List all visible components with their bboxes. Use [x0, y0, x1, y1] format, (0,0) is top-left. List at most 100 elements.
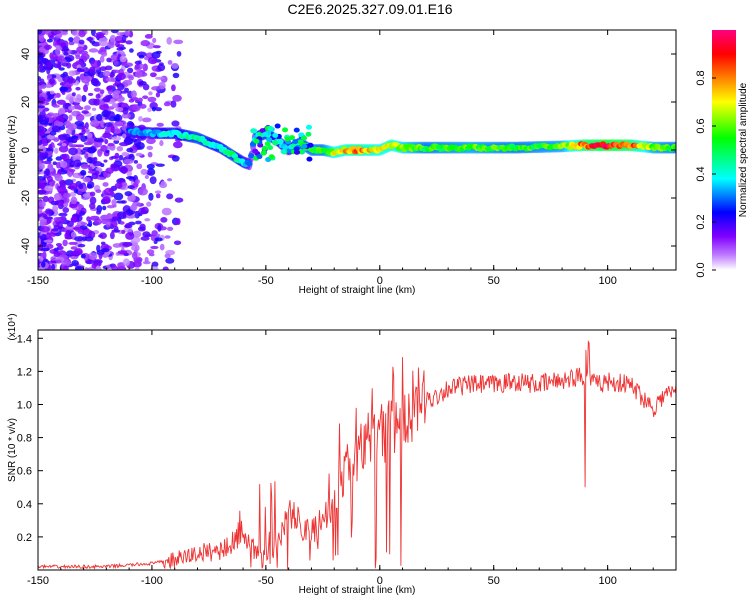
heatmap-cell: [122, 241, 133, 247]
heatmap-cell: [96, 113, 103, 122]
heatmap-cell: [92, 160, 103, 167]
heatmap-cell: [113, 128, 122, 134]
heatmap-cell: [124, 191, 133, 197]
heatmap-cell: [131, 104, 141, 111]
heatmap-cell: [305, 131, 312, 137]
heatmap-cell: [39, 78, 45, 86]
heatmap-cell: [132, 230, 142, 238]
heatmap-cell: [60, 160, 68, 169]
heatmap-cell: [127, 185, 135, 190]
heatmap-cell: [68, 241, 78, 245]
colorbar-tick-label: 0.2: [695, 214, 707, 229]
heatmap-cell: [71, 30, 78, 36]
heatmap-cell: [140, 40, 151, 47]
y-tick-label: 0.4: [17, 499, 32, 511]
heatmap-cell: [116, 32, 125, 36]
heatmap-cell: [52, 205, 59, 213]
heatmap-cell: [289, 135, 296, 141]
heatmap-cell: [79, 210, 86, 216]
heatmap-cell: [45, 216, 54, 220]
heatmap-cell: [38, 85, 43, 90]
heatmap-cell: [45, 84, 52, 89]
snr-x-ticks: -150 -100 -50 0 50 100: [27, 330, 677, 587]
heatmap-cell: [160, 181, 167, 188]
heatmap-cell: [151, 51, 161, 59]
heatmap-cell: [127, 67, 134, 74]
heatmap-cell: [672, 145, 676, 151]
heatmap-cell: [53, 217, 62, 222]
heatmap-cell: [106, 57, 112, 63]
heatmap-cell: [55, 259, 62, 264]
heatmap-cell: [43, 30, 52, 35]
heatmap-cell: [106, 85, 113, 91]
heatmap-cell: [253, 138, 260, 144]
heatmap-cell: [114, 152, 120, 159]
heatmap-cell: [45, 44, 51, 51]
heatmap-cell: [53, 174, 60, 178]
heatmap-cell: [75, 60, 84, 66]
heatmap-cell: [251, 128, 258, 134]
heatmap-cell: [125, 176, 135, 180]
heatmap-cell: [58, 134, 68, 141]
heatmap-cell: [91, 172, 99, 180]
heatmap-cell: [119, 55, 127, 63]
heatmap-cell: [119, 221, 125, 225]
heatmap-cell: [49, 90, 55, 95]
heatmap-cell: [163, 101, 171, 107]
heatmap-cell: [59, 180, 67, 188]
snr-x-label: Height of straight line (km): [299, 585, 416, 596]
heatmap-cell: [46, 243, 54, 249]
heatmap-cell: [173, 141, 183, 149]
heatmap-cell: [139, 223, 146, 231]
heatmap-cell: [50, 256, 57, 261]
heatmap-cell: [51, 125, 61, 133]
figure-title: C2E6.2025.327.09.01.E16: [287, 1, 452, 17]
heatmap-cell: [144, 174, 150, 180]
y-tick-label: 0.6: [17, 466, 32, 478]
heatmap-cell: [46, 67, 51, 75]
heatmap-cell: [38, 171, 41, 175]
heatmap-cell: [69, 203, 78, 209]
heatmap-cell: [51, 263, 56, 270]
heatmap-cell: [38, 189, 46, 195]
heatmap-cell: [134, 60, 142, 65]
heatmap-cell: [119, 166, 129, 174]
heatmap-cell: [160, 217, 168, 223]
heatmap-cell: [70, 196, 78, 205]
heatmap-cell: [78, 30, 86, 38]
heatmap-cell: [111, 103, 119, 109]
heatmap-cell: [157, 224, 162, 232]
heatmap-cell: [38, 107, 43, 113]
heatmap-cell: [86, 37, 94, 42]
spectrogram-panel: -150 -100 -50 0 50 100 -40 -20 0 20 40 Height of …: [7, 29, 677, 296]
heatmap-cell: [70, 216, 78, 223]
heatmap-cell: [69, 96, 74, 105]
heatmap-cell: [147, 96, 157, 103]
heatmap-cell: [95, 93, 101, 99]
heatmap-cell: [256, 154, 263, 160]
y-tick-label: 1.0: [17, 399, 32, 411]
heatmap-cell: [280, 149, 287, 155]
heatmap-cell: [69, 182, 78, 191]
heatmap-cell: [44, 147, 53, 152]
heatmap-cell: [78, 184, 84, 189]
heatmap-cell: [74, 236, 84, 242]
heatmap-cell: [137, 97, 143, 103]
heatmap-cell: [46, 38, 53, 43]
heatmap-cell: [44, 185, 54, 192]
heatmap-cell: [46, 218, 52, 224]
heatmap-cell: [148, 91, 153, 96]
heatmap-cell: [89, 202, 96, 210]
heatmap-cell: [89, 119, 100, 128]
heatmap-cell: [53, 224, 61, 230]
heatmap-cell: [112, 69, 121, 74]
heatmap-cell: [87, 92, 94, 96]
heatmap-cell: [148, 192, 154, 201]
heatmap-cell: [76, 162, 82, 167]
heatmap-cell: [62, 207, 70, 213]
heatmap-cell: [116, 200, 126, 204]
heatmap-cell: [90, 60, 101, 68]
heatmap-cell: [155, 163, 165, 167]
heatmap-cell: [144, 34, 153, 39]
heatmap-cell: [124, 224, 133, 229]
